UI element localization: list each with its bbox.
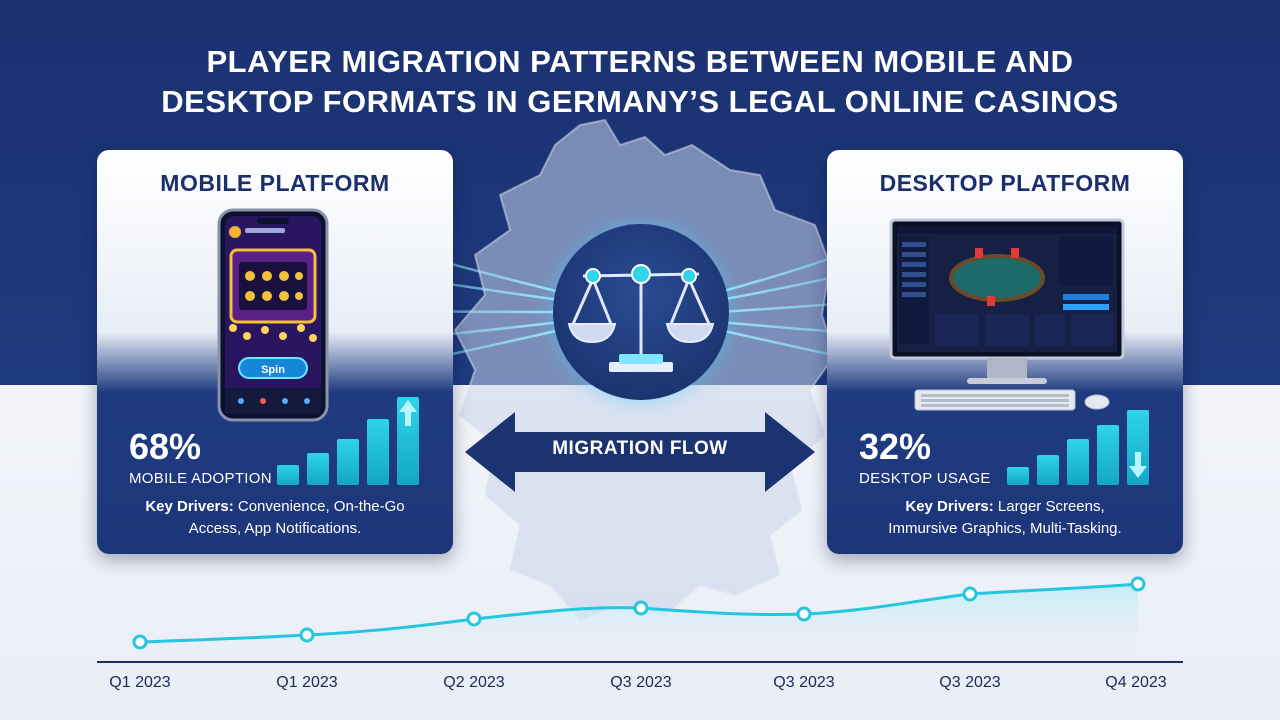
smartphone-icon <box>217 208 329 422</box>
mobile-drivers-text-1: Convenience, On-the-Go <box>233 498 405 515</box>
arrow-down-icon <box>1129 452 1147 478</box>
desktop-stat-label: DESKTOP USAGE <box>859 470 991 487</box>
timeline-point <box>466 611 482 627</box>
timeline-point <box>132 634 148 650</box>
timeline-point <box>633 600 649 616</box>
timeline-point <box>796 606 812 622</box>
desktop-drivers-text-1: Larger Screens, <box>993 498 1105 515</box>
migration-timeline <box>97 576 1183 663</box>
timeline-label: Q2 2023 <box>443 674 505 691</box>
page-title: PLAYER MIGRATION PATTERNS BETWEEN MOBILE… <box>0 42 1280 122</box>
bar <box>1007 467 1029 485</box>
desktop-usage-bars <box>1007 410 1157 485</box>
timeline-point <box>1130 576 1146 592</box>
desktop-stat-value: 32% <box>859 426 932 467</box>
bar <box>1037 455 1059 485</box>
timeline-area <box>140 584 1138 662</box>
bar <box>1097 425 1119 485</box>
bar <box>1067 439 1089 485</box>
arrow-up-icon <box>399 400 417 426</box>
desktop-drivers-label: Key Drivers: <box>905 498 994 515</box>
spin-button[interactable]: Spin <box>261 364 285 376</box>
bar <box>337 439 359 485</box>
title-line-2: DESKTOP FORMATS IN GERMANY’S LEGAL ONLIN… <box>161 84 1119 119</box>
desktop-computer-icon <box>889 218 1125 411</box>
timeline-label: Q3 2023 <box>939 674 1001 691</box>
timeline-label: Q3 2023 <box>773 674 835 691</box>
timeline-label: Q1 2023 <box>109 674 171 691</box>
timeline-point <box>299 627 315 643</box>
bar <box>277 465 299 485</box>
mobile-drivers-label: Key Drivers: <box>145 498 234 515</box>
balance-scale-badge <box>553 224 729 400</box>
timeline-label: Q1 2023 <box>276 674 338 691</box>
bar <box>397 397 419 485</box>
timeline-label: Q4 2023 <box>1105 674 1167 691</box>
bar <box>367 419 389 485</box>
mobile-drivers-text-2: Access, App Notifications. <box>188 520 362 537</box>
mobile-growth-bars <box>277 397 427 485</box>
migration-flow-arrow-icon <box>465 412 815 492</box>
title-line-1: PLAYER MIGRATION PATTERNS BETWEEN MOBILE… <box>206 44 1074 79</box>
mobile-platform-card: MOBILE PLATFORM Spin 68% <box>97 150 453 554</box>
desktop-card-title: DESKTOP PLATFORM <box>879 170 1131 196</box>
mobile-stat-value: 68% <box>129 426 202 467</box>
balance-scale-icon <box>567 264 715 372</box>
desktop-key-drivers: Key Drivers: Larger Screens, Immursive G… <box>827 496 1183 540</box>
desktop-drivers-text-2: Immursive Graphics, Multi-Tasking. <box>888 520 1122 537</box>
timeline-label: Q3 2023 <box>610 674 672 691</box>
migration-flow-label: MIGRATION FLOW <box>552 438 728 459</box>
bar <box>307 453 329 485</box>
timeline-point <box>962 586 978 602</box>
desktop-platform-card: DESKTOP PLATFORM 32% DESKTOP USAGE <box>827 150 1183 554</box>
mobile-stat-label: MOBILE ADOPTION <box>129 470 272 487</box>
mobile-key-drivers: Key Drivers: Convenience, On-the-Go Acce… <box>97 496 453 540</box>
mobile-card-title: MOBILE PLATFORM <box>160 170 390 196</box>
